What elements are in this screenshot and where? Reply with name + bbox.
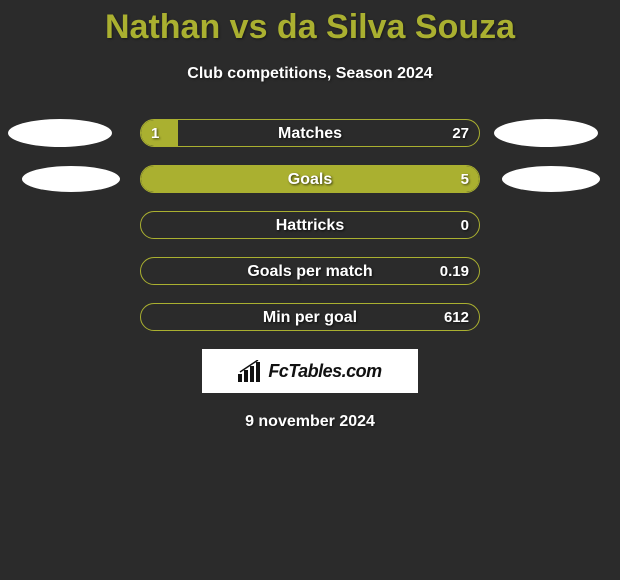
stat-bar-track: 0Hattricks: [140, 211, 480, 239]
stat-bar-track: 127Matches: [140, 119, 480, 147]
page-title: Nathan vs da Silva Souza: [0, 0, 620, 47]
logo: FcTables.com: [238, 360, 381, 382]
stat-row: 5Goals: [0, 165, 620, 193]
stat-label: Goals: [141, 166, 479, 193]
stat-label: Hattricks: [141, 212, 479, 239]
stat-row: 612Min per goal: [0, 303, 620, 331]
player-left-marker: [22, 166, 120, 192]
date-line: 9 november 2024: [0, 413, 620, 431]
logo-box: FcTables.com: [202, 349, 418, 393]
player-left-marker: [8, 119, 112, 147]
stat-label: Matches: [141, 120, 479, 147]
stat-bar-track: 0.19Goals per match: [140, 257, 480, 285]
page-subtitle: Club competitions, Season 2024: [0, 65, 620, 83]
stat-label: Min per goal: [141, 304, 479, 331]
stat-bar-track: 5Goals: [140, 165, 480, 193]
player-right-marker: [502, 166, 600, 192]
logo-text: FcTables.com: [268, 361, 381, 382]
stat-label: Goals per match: [141, 258, 479, 285]
stat-row: 0Hattricks: [0, 211, 620, 239]
bars-icon: [238, 360, 264, 382]
player-right-marker: [494, 119, 598, 147]
stat-row: 127Matches: [0, 119, 620, 147]
stat-row: 0.19Goals per match: [0, 257, 620, 285]
stat-bar-track: 612Min per goal: [140, 303, 480, 331]
comparison-chart: 127Matches 5Goals 0Hattricks 0.19Goals per …: [0, 119, 620, 331]
